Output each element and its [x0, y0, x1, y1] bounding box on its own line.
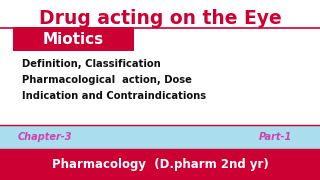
Text: Definition, Classification: Definition, Classification	[22, 59, 161, 69]
Text: Chapter-3: Chapter-3	[18, 132, 72, 142]
FancyBboxPatch shape	[13, 27, 134, 51]
Bar	[0, 125, 320, 148]
Text: Part-1: Part-1	[259, 132, 292, 142]
Text: Pharmacology  (D.pharm 2nd yr): Pharmacology (D.pharm 2nd yr)	[52, 158, 268, 171]
Text: Drug acting on the Eye: Drug acting on the Eye	[39, 9, 281, 28]
Text: Pharmacological  action, Dose: Pharmacological action, Dose	[22, 75, 192, 85]
Bar	[0, 148, 320, 180]
Text: Miotics: Miotics	[43, 32, 104, 47]
Text: Indication and Contraindications: Indication and Contraindications	[22, 91, 206, 101]
